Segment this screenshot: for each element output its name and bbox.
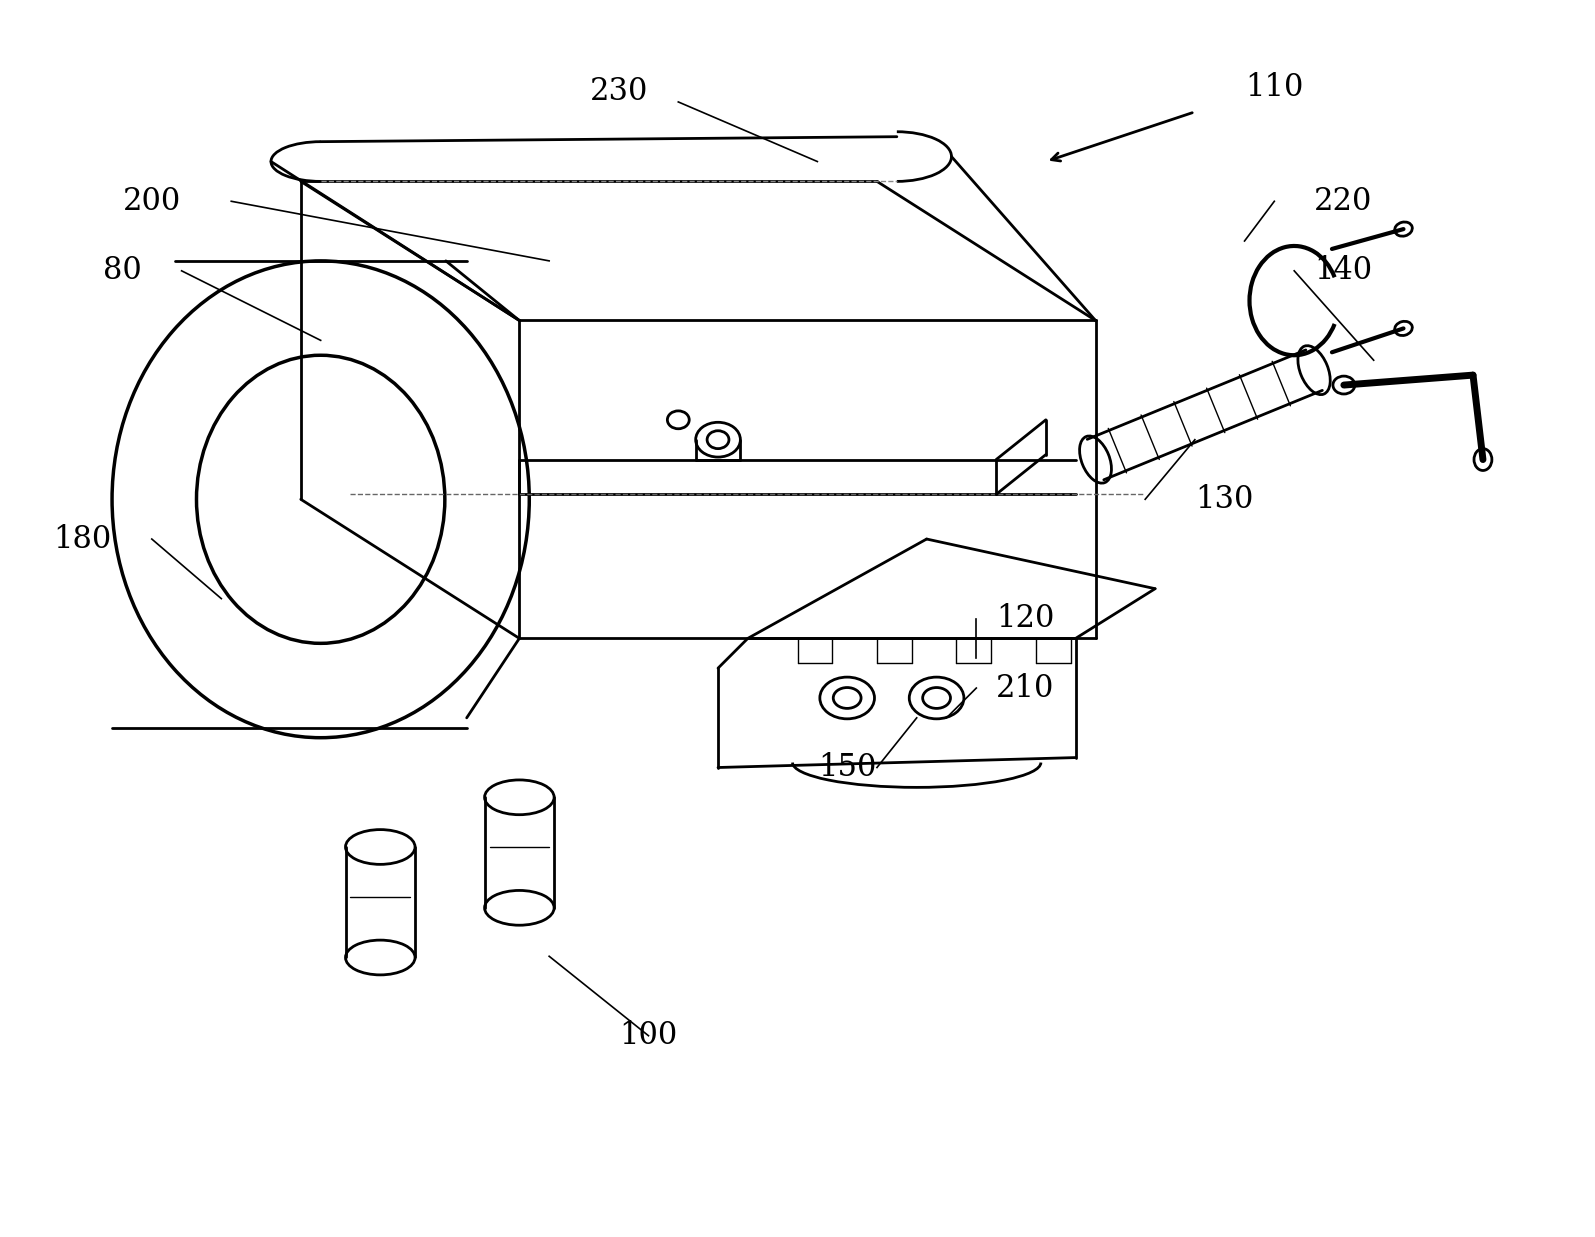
- Text: 100: 100: [619, 1021, 678, 1051]
- Text: 230: 230: [590, 77, 648, 108]
- Text: 140: 140: [1314, 255, 1372, 286]
- Text: 150: 150: [818, 752, 876, 783]
- Text: 110: 110: [1246, 72, 1303, 103]
- Text: 180: 180: [53, 523, 112, 554]
- Text: 130: 130: [1195, 484, 1254, 515]
- Text: 120: 120: [997, 602, 1054, 635]
- Text: 80: 80: [102, 255, 142, 286]
- Text: 220: 220: [1314, 186, 1372, 216]
- Text: 210: 210: [997, 673, 1054, 704]
- Text: 200: 200: [123, 186, 180, 216]
